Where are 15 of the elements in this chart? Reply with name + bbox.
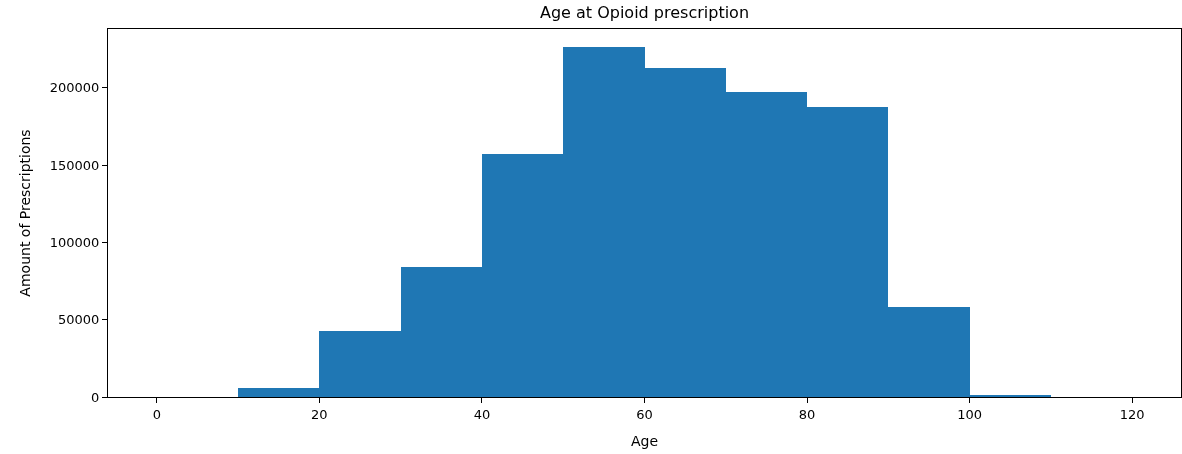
x-tick-label: 80 (798, 406, 816, 422)
x-tick-label: 100 (957, 406, 983, 422)
y-tick-label: 50000 (58, 312, 100, 328)
y-tick-label: 0 (91, 389, 100, 405)
y-tick-label: 100000 (49, 234, 100, 250)
y-axis-title: Amount of Prescriptions (17, 129, 34, 297)
x-axis-title: Age (630, 432, 659, 449)
chart-title: Age at Opioid prescription (539, 3, 750, 23)
x-tick-label: 120 (1119, 406, 1145, 422)
x-tick-label: 20 (311, 406, 328, 422)
x-tick-label: 0 (152, 406, 161, 422)
y-tick-label: 150000 (49, 157, 100, 173)
y-tick-label: 200000 (49, 80, 100, 96)
x-tick-label: 60 (636, 406, 653, 422)
x-tick-label: 40 (473, 406, 491, 422)
